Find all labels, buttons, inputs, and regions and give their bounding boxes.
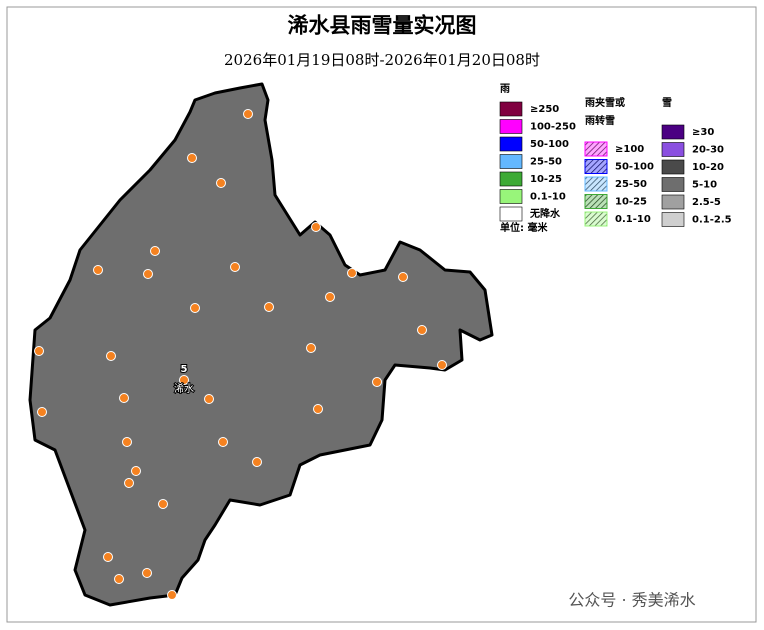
legend-swatch bbox=[499, 206, 523, 222]
station-dot bbox=[187, 153, 197, 163]
station-dot bbox=[216, 178, 226, 188]
station-dot bbox=[34, 346, 44, 356]
legend-label: 50-100 bbox=[530, 139, 569, 150]
station-dot bbox=[218, 437, 228, 447]
legend-label: 5-10 bbox=[692, 180, 717, 191]
legend-swatch bbox=[661, 177, 685, 192]
station-dot bbox=[158, 499, 168, 509]
legend-swatch bbox=[661, 194, 685, 210]
station-dot bbox=[264, 302, 274, 312]
title: 浠水县雨雪量实况图 bbox=[288, 13, 477, 38]
legend-swatch bbox=[499, 154, 523, 169]
legend-label: 10-20 bbox=[692, 162, 724, 173]
station-dot bbox=[306, 343, 316, 353]
station-dot bbox=[190, 303, 200, 313]
legend-label: 0.1-2.5 bbox=[692, 215, 732, 226]
legend-unit: 单位: 毫米 bbox=[500, 221, 548, 234]
legend-swatch bbox=[499, 189, 523, 204]
station-dot bbox=[167, 590, 177, 600]
legend-swatch bbox=[499, 136, 523, 152]
legend-swatch-hatch bbox=[584, 159, 608, 174]
station-dot bbox=[252, 457, 262, 467]
legend-label: 10-25 bbox=[615, 197, 647, 208]
station-value: 5 bbox=[181, 364, 188, 375]
legend-swatch-hatch bbox=[584, 176, 608, 192]
legend-swatch bbox=[661, 212, 685, 227]
legend-label: 100-250 bbox=[530, 122, 576, 133]
legend-label: 0.1-10 bbox=[615, 214, 651, 225]
legend-swatch-tint bbox=[584, 159, 608, 174]
station-dot bbox=[122, 437, 132, 447]
county-outline bbox=[28, 82, 494, 607]
legend-swatch-tint bbox=[584, 211, 608, 227]
station-dot bbox=[417, 325, 427, 335]
subtitle: 2026年01月19日08时-2026年01月20日08时 bbox=[224, 51, 540, 69]
legend-swatch bbox=[661, 142, 685, 157]
station-dot bbox=[325, 292, 335, 302]
legend-swatch-hatch bbox=[584, 194, 608, 209]
legend-swatch-tint bbox=[584, 194, 608, 209]
legend-swatch-hatch bbox=[584, 141, 608, 157]
legend-swatch bbox=[661, 124, 685, 140]
station-dot bbox=[311, 222, 321, 232]
station-dot bbox=[37, 407, 47, 417]
station-dot bbox=[313, 404, 323, 414]
legend-title: 雨 bbox=[500, 83, 510, 95]
station-dot bbox=[243, 109, 253, 119]
legend-label: 20-30 bbox=[692, 145, 724, 156]
legend-swatch-tint bbox=[584, 141, 608, 157]
station-dot bbox=[230, 262, 240, 272]
station-dot bbox=[124, 478, 134, 488]
station-dot bbox=[106, 351, 116, 361]
legend-title: 雨夹雪或 bbox=[585, 96, 625, 109]
legend-label: ≥30 bbox=[692, 127, 714, 138]
station-dot bbox=[204, 394, 214, 404]
legend-swatch bbox=[499, 101, 523, 117]
legend-label: 25-50 bbox=[530, 157, 562, 168]
legend-label: 2.5-5 bbox=[692, 197, 721, 208]
legend-swatch-hatch bbox=[584, 211, 608, 227]
legend-swatch bbox=[499, 119, 523, 134]
station-dot bbox=[398, 272, 408, 282]
legend-swatch-tint bbox=[584, 176, 608, 192]
watermark: 公众号 · 秀美浠水 bbox=[568, 591, 695, 610]
station-dot bbox=[93, 265, 103, 275]
legend-label: 10-25 bbox=[530, 174, 562, 185]
legend-label: ≥250 bbox=[530, 104, 559, 115]
station-dot bbox=[150, 246, 160, 256]
legend-title: 雪 bbox=[662, 97, 672, 109]
station-dot bbox=[179, 375, 189, 385]
legend-label: 50-100 bbox=[615, 162, 654, 173]
legend-swatch bbox=[661, 159, 685, 175]
station-dot bbox=[131, 466, 141, 476]
station-dot bbox=[372, 377, 382, 387]
station-name: 浠水 bbox=[174, 382, 194, 395]
station-dot bbox=[142, 568, 152, 578]
station-dot bbox=[119, 393, 129, 403]
station-dot bbox=[437, 360, 447, 370]
station-dot bbox=[103, 552, 113, 562]
legend-label: 无降水 bbox=[529, 207, 561, 220]
legend-title: 雨转雪 bbox=[585, 114, 615, 127]
legend-label: 25-50 bbox=[615, 179, 647, 190]
station-dot bbox=[347, 268, 357, 278]
station-dot bbox=[114, 574, 124, 584]
frame bbox=[6, 6, 757, 623]
station-dot bbox=[143, 269, 153, 279]
legend-swatch bbox=[499, 171, 523, 187]
legend-label: 0.1-10 bbox=[530, 192, 566, 203]
legend-label: ≥100 bbox=[615, 144, 644, 155]
